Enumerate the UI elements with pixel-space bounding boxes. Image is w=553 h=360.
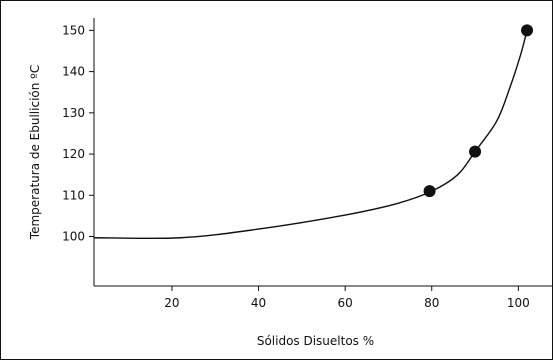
y-tick-label: 140 [62, 65, 85, 79]
x-tick-label: 100 [507, 296, 530, 310]
y-tick-label: 130 [62, 106, 85, 120]
y-tick-label: 110 [62, 188, 85, 202]
x-tick-label: 20 [164, 296, 179, 310]
x-tick-label: 80 [424, 296, 439, 310]
data-point-marker [469, 145, 482, 158]
boiling-curve-line [93, 30, 528, 240]
x-axis-label: Sólidos Disueltos % [257, 334, 374, 348]
y-tick-label: 100 [62, 230, 85, 244]
x-tick-label: 40 [251, 296, 266, 310]
y-tick-label: 120 [62, 147, 85, 161]
data-point-marker [521, 24, 534, 37]
data-point-marker [423, 185, 436, 198]
y-axis-label: Temperatura de Ebullición ºC [28, 65, 42, 240]
x-tick-label: 60 [338, 296, 353, 310]
series-layer [93, 24, 534, 240]
labels-layer: Sólidos Disueltos % Temperatura de Ebull… [28, 65, 374, 348]
y-tick-label: 150 [62, 23, 85, 37]
